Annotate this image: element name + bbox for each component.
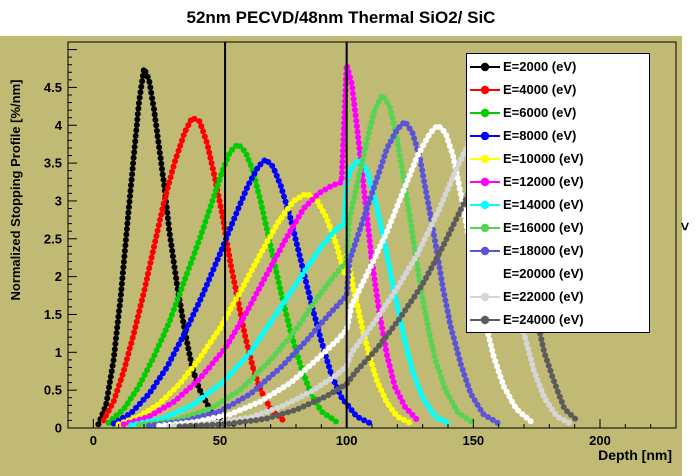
y-tick-label: 4 [55, 118, 63, 133]
legend-entry-label: E=18000 (eV) [503, 243, 584, 258]
legend-entry: E=22000 (eV) [467, 285, 649, 308]
legend-entry: E=2000 (eV) [467, 55, 649, 78]
y-tick-label: 3.5 [44, 156, 62, 171]
series-e-8000-ev- [110, 157, 373, 427]
y-tick-label: 2 [55, 269, 62, 284]
series-marker-icon [470, 62, 500, 71]
series-marker-icon [470, 154, 500, 163]
legend-entry: E=12000 (eV) [467, 170, 649, 193]
x-axis-title: Depth [nm] [598, 447, 672, 463]
y-tick-label: 0.5 [44, 383, 62, 398]
legend-entry: E=16000 (eV) [467, 216, 649, 239]
legend-entry-label: E=4000 (eV) [503, 82, 577, 97]
y-axis-ticks: 0 0.5 1 1.5 2 2.5 3 3.5 4 4.5 [44, 41, 77, 436]
series-marker-icon [470, 292, 500, 301]
series-marker-icon [470, 131, 500, 140]
chart-title: 52nm PECVD/48nm Thermal SiO2/ SiC [186, 8, 496, 27]
series-e-6000-ev- [105, 142, 339, 426]
series-marker-icon [470, 223, 500, 232]
series-marker-icon [470, 315, 500, 324]
series-marker-icon [470, 177, 500, 186]
x-tick-label: 50 [213, 433, 227, 448]
y-tick-label: 0 [55, 421, 62, 436]
legend-entry: E=4000 (eV) [467, 78, 649, 101]
legend-entry: E=14000 (eV) [467, 193, 649, 216]
legend-entry: E=8000 (eV) [467, 124, 649, 147]
x-tick-label: 150 [462, 433, 484, 448]
series-group [95, 63, 579, 428]
y-axis-title: Normalized Stopping Profile [%/nm] [8, 79, 23, 301]
legend: E=2000 (eV) E=4000 (eV) E=6000 (eV) E=8000 … [466, 53, 650, 333]
series-markers [110, 157, 372, 427]
legend-entry: E=6000 (eV) [467, 101, 649, 124]
x-axis-ticks: 0 50 100 150 200 [90, 419, 652, 448]
y-tick-label: 1.5 [44, 307, 62, 322]
y-tick-label: 4.5 [44, 80, 62, 95]
y-tick-label: 3 [55, 193, 62, 208]
legend-entry-label: E=20000 (eV) [503, 266, 584, 281]
series-markers [146, 120, 501, 428]
x-tick-label: 0 [90, 433, 97, 448]
series-marker-icon [470, 246, 500, 255]
x-tick-label: 200 [589, 433, 611, 448]
legend-entry-label: E=22000 (eV) [503, 289, 584, 304]
x-tick-label: 100 [336, 433, 358, 448]
legend-entry-label: E=14000 (eV) [503, 197, 584, 212]
y-tick-label: 1 [55, 345, 62, 360]
legend-entry-label: E=8000 (eV) [503, 128, 577, 143]
legend-entry-label: E=16000 (eV) [503, 220, 584, 235]
legend-entry-label: E=6000 (eV) [503, 105, 577, 120]
legend-entry-label: E=24000 (eV) [503, 312, 584, 327]
legend-entry-label: E=2000 (eV) [503, 59, 577, 74]
series-markers [105, 142, 339, 426]
legend-entry: E=20000 (eV) [467, 262, 649, 285]
legend-entry: E=18000 (eV) [467, 239, 649, 262]
legend-entry: E=24000 (eV) [467, 308, 649, 331]
legend-entry-label: E=10000 (eV) [503, 151, 584, 166]
series-e-18000-ev- [146, 120, 501, 428]
legend-entry: E=10000 (eV) [467, 147, 649, 170]
stray-glyph: > [675, 222, 693, 231]
legend-entry-label: E=12000 (eV) [503, 174, 584, 189]
series-marker-icon [470, 269, 500, 278]
y-tick-label: 2.5 [44, 231, 62, 246]
series-marker-icon [470, 200, 500, 209]
series-marker-icon [470, 108, 500, 117]
series-marker-icon [470, 85, 500, 94]
